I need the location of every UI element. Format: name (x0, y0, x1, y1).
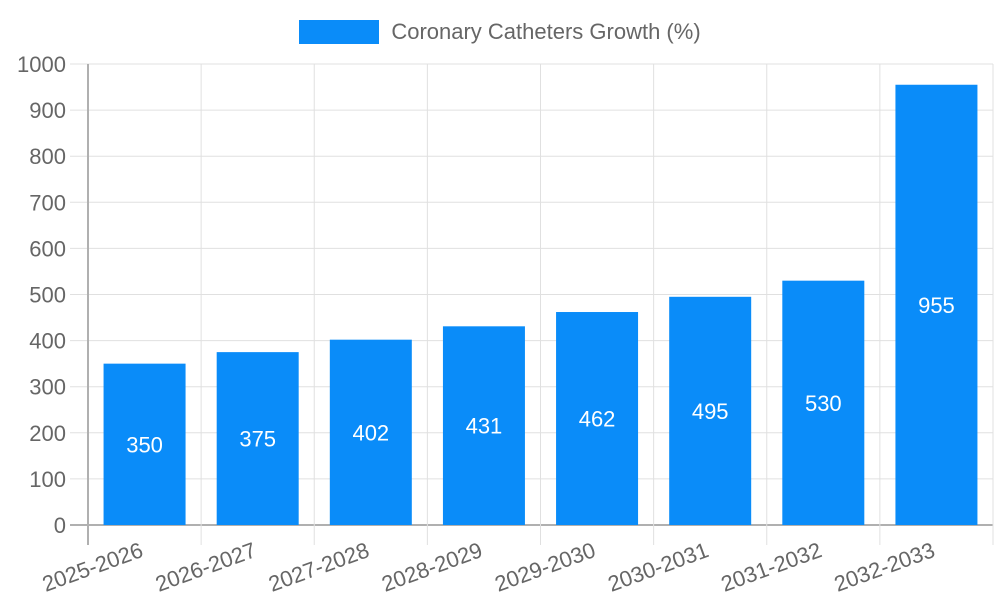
y-axis: 0 100 200 300 400 500 600 700 800 900 1000 (17, 52, 66, 538)
x-axis: 2025-2026 2026-2027 2027-2028 2028-2029 2029… (39, 537, 938, 596)
bar-value-label: 495 (692, 399, 729, 424)
y-tick-label: 800 (29, 144, 66, 169)
bar-value-label: 402 (352, 420, 389, 445)
legend-label: Coronary Catheters Growth (%) (391, 19, 701, 44)
bar-value-label: 530 (805, 391, 842, 416)
y-tick-label: 300 (29, 375, 66, 400)
bar[interactable] (329, 339, 412, 525)
y-tick-label: 200 (29, 421, 66, 446)
bar-value-label: 350 (126, 432, 163, 457)
bar[interactable] (442, 326, 525, 525)
bar-value-label: 375 (239, 427, 276, 452)
x-tick-label: 2026-2027 (152, 537, 259, 596)
bar[interactable] (669, 296, 752, 525)
x-tick-label: 2031-2032 (718, 537, 825, 596)
y-tick-label: 600 (29, 236, 66, 261)
bar-value-label: 955 (918, 293, 955, 318)
x-tick-label: 2030-2031 (604, 537, 711, 596)
bar-value-label: 431 (466, 414, 503, 439)
y-tick-label: 900 (29, 98, 66, 123)
bar[interactable] (103, 363, 186, 525)
x-tick-label: 2029-2030 (491, 537, 598, 596)
y-tick-label: 100 (29, 467, 66, 492)
bar[interactable] (216, 352, 299, 525)
x-tick-label: 2028-2029 (378, 537, 485, 596)
bar[interactable] (895, 84, 978, 526)
y-tick-label: 400 (29, 329, 66, 354)
x-tick-label: 2027-2028 (265, 537, 372, 596)
chart-legend: Coronary Catheters Growth (%) (0, 18, 1000, 46)
bar[interactable] (556, 312, 639, 525)
y-tick-label: 1000 (17, 52, 66, 77)
bar[interactable] (782, 280, 865, 525)
legend-swatch[interactable] (299, 20, 380, 44)
bar-value-label: 462 (579, 407, 616, 432)
y-tick-label: 0 (54, 513, 66, 538)
x-tick-label: 2032-2033 (831, 537, 938, 596)
y-tick-label: 700 (29, 190, 66, 215)
bars: 350 375 402 431 462 495 530 955 (103, 84, 978, 526)
grid-lines (70, 63, 994, 545)
x-tick-label: 2025-2026 (39, 537, 146, 596)
y-tick-label: 500 (29, 283, 66, 308)
